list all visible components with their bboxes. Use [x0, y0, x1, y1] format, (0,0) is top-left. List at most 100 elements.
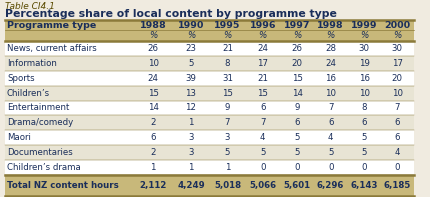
Text: 1995: 1995 [214, 21, 241, 30]
Text: 17: 17 [392, 59, 403, 68]
Bar [5, 56, 414, 71]
Bar [5, 160, 414, 175]
Text: 6: 6 [362, 118, 367, 127]
Text: 30: 30 [359, 44, 370, 53]
Text: 6,185: 6,185 [384, 181, 411, 190]
Text: 5: 5 [328, 148, 333, 157]
Text: 6: 6 [260, 103, 265, 112]
Text: 6: 6 [395, 133, 400, 142]
Bar [5, 71, 414, 86]
Text: Documentaries: Documentaries [7, 148, 73, 157]
Text: %: % [223, 31, 232, 40]
Bar [5, 86, 414, 100]
Text: 0: 0 [395, 163, 400, 172]
Text: 20: 20 [292, 59, 303, 68]
Text: 2: 2 [150, 118, 156, 127]
Text: 5: 5 [295, 148, 300, 157]
Text: 9: 9 [295, 103, 300, 112]
Text: %: % [187, 31, 195, 40]
Text: 1999: 1999 [351, 21, 378, 30]
Text: 7: 7 [225, 118, 230, 127]
Text: %: % [149, 31, 157, 40]
Text: 5: 5 [362, 133, 367, 142]
Text: 4: 4 [260, 133, 265, 142]
Text: 1: 1 [188, 118, 194, 127]
Text: 8: 8 [225, 59, 230, 68]
Bar [5, 175, 414, 196]
Text: News, current affairs: News, current affairs [7, 44, 97, 53]
Text: 15: 15 [222, 89, 233, 98]
Text: Percentage share of local content by programme type: Percentage share of local content by pro… [5, 9, 337, 19]
Text: 4: 4 [328, 133, 333, 142]
Text: 5,018: 5,018 [214, 181, 241, 190]
Text: 7: 7 [328, 103, 333, 112]
Text: Programme type: Programme type [7, 21, 96, 30]
Text: Children’s: Children’s [7, 89, 50, 98]
Text: 5: 5 [362, 148, 367, 157]
Text: 10: 10 [147, 59, 159, 68]
Text: 0: 0 [295, 163, 300, 172]
Text: 15: 15 [257, 89, 268, 98]
Text: 5,066: 5,066 [249, 181, 276, 190]
Text: 19: 19 [359, 59, 370, 68]
Text: 16: 16 [359, 74, 370, 83]
Text: Drama/comedy: Drama/comedy [7, 118, 73, 127]
Text: 3: 3 [188, 133, 194, 142]
Text: 6: 6 [395, 118, 400, 127]
Text: Information: Information [7, 59, 57, 68]
Text: 28: 28 [325, 44, 336, 53]
Text: 1: 1 [225, 163, 230, 172]
Text: 14: 14 [292, 89, 303, 98]
Text: %: % [293, 31, 301, 40]
Text: Entertainment: Entertainment [7, 103, 69, 112]
Text: 26: 26 [292, 44, 303, 53]
Text: 6: 6 [150, 133, 156, 142]
Text: 5: 5 [188, 59, 194, 68]
Text: 1997: 1997 [284, 21, 310, 30]
Text: 26: 26 [147, 44, 159, 53]
Text: 6,296: 6,296 [317, 181, 344, 190]
Text: 31: 31 [222, 74, 233, 83]
Text: %: % [360, 31, 369, 40]
Bar [5, 20, 414, 41]
Text: Sports: Sports [7, 74, 34, 83]
Text: 1990: 1990 [178, 21, 204, 30]
Bar [5, 145, 414, 160]
Text: 1: 1 [188, 163, 194, 172]
Text: 7: 7 [395, 103, 400, 112]
Text: 7: 7 [260, 118, 265, 127]
Text: 20: 20 [392, 74, 403, 83]
Text: 14: 14 [147, 103, 159, 112]
Text: 5: 5 [225, 148, 230, 157]
Text: 4: 4 [395, 148, 400, 157]
Text: 21: 21 [222, 44, 233, 53]
Text: 30: 30 [392, 44, 403, 53]
Text: 0: 0 [260, 163, 265, 172]
Bar [5, 115, 414, 130]
Text: %: % [326, 31, 335, 40]
Text: 10: 10 [392, 89, 403, 98]
Text: 9: 9 [225, 103, 230, 112]
Text: 10: 10 [359, 89, 370, 98]
Text: 12: 12 [185, 103, 197, 112]
Text: %: % [258, 31, 267, 40]
Text: 16: 16 [325, 74, 336, 83]
Text: Total NZ content hours: Total NZ content hours [7, 181, 119, 190]
Text: 10: 10 [325, 89, 336, 98]
Text: 2000: 2000 [384, 21, 410, 30]
Text: 1996: 1996 [249, 21, 276, 30]
Text: 5,601: 5,601 [283, 181, 311, 190]
Text: 5: 5 [295, 133, 300, 142]
Text: 15: 15 [292, 74, 303, 83]
Text: 1988: 1988 [140, 21, 166, 30]
Text: %: % [393, 31, 402, 40]
Text: 21: 21 [257, 74, 268, 83]
Text: Maori: Maori [7, 133, 31, 142]
Bar [5, 41, 414, 56]
Text: 24: 24 [147, 74, 159, 83]
Text: 6: 6 [328, 118, 333, 127]
Text: 5: 5 [260, 148, 265, 157]
Text: 0: 0 [362, 163, 367, 172]
Text: 2: 2 [150, 148, 156, 157]
Bar [5, 130, 414, 145]
